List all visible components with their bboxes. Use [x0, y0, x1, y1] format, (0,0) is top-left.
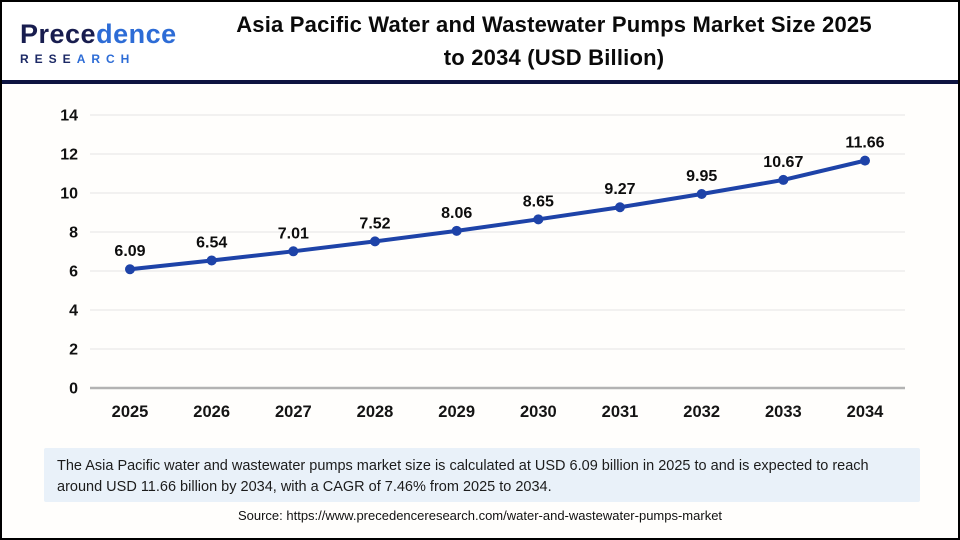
logo-wordmark-light: dence: [96, 18, 177, 49]
logo-wordmark-dark: Prece: [20, 18, 97, 49]
page-title: Asia Pacific Water and Wastewater Pumps …: [180, 8, 958, 74]
data-point: [451, 225, 462, 236]
header: Precedence RESEARCH Asia Pacific Water a…: [2, 2, 958, 80]
y-tick-label: 14: [60, 108, 78, 125]
trend-line: [128, 158, 867, 272]
page-title-line-1: Asia Pacific Water and Wastewater Pumps …: [236, 12, 872, 37]
x-tick-label: 2034: [847, 403, 885, 421]
data-point: [288, 246, 299, 257]
x-tick-label: 2025: [112, 403, 149, 421]
x-tick-label: 2031: [602, 403, 639, 421]
x-tick-label: 2026: [193, 403, 230, 421]
data-label: 8.06: [441, 205, 472, 222]
source-text: Source: https://www.precedenceresearch.c…: [237, 508, 723, 523]
market-size-line-chart: 0 2 4 6 8 10 12 14 6.09 2025 6.54 2026 7.01 2027 7.52 2…: [60, 108, 905, 421]
summary-text: The Asia Pacific water and wastewater pu…: [57, 458, 869, 496]
data-label: 11.66: [845, 135, 884, 152]
x-tick-label: 2032: [683, 403, 720, 421]
data-label: 9.95: [686, 168, 717, 185]
precedence-research-logo: Precedence RESEARCH: [2, 17, 180, 66]
data-point: [206, 255, 217, 266]
data-point: [778, 174, 789, 185]
logo-subtitle: RESEARCH: [20, 52, 180, 66]
y-tick-label: 0: [69, 381, 78, 398]
data-label: 10.67: [763, 154, 803, 171]
x-tick-label: 2027: [275, 403, 312, 421]
data-point: [370, 236, 380, 247]
data-point: [615, 202, 625, 213]
x-tick-label: 2033: [765, 403, 802, 421]
data-point: [860, 155, 870, 166]
data-point: [533, 214, 544, 225]
data-label: 7.52: [359, 215, 390, 232]
data-label: 7.01: [278, 225, 309, 242]
data-label: 6.09: [114, 243, 145, 260]
y-tick-label: 10: [60, 186, 78, 203]
x-tick-label: 2029: [438, 403, 475, 421]
y-tick-label: 6: [69, 264, 78, 281]
logo-wordmark: Precedence: [20, 18, 180, 49]
y-tick-label: 4: [69, 303, 78, 320]
header-divider: [2, 80, 958, 84]
chart-area: 0 2 4 6 8 10 12 14 6.09 2025 6.54 2026 7.01 2027 7.52 2…: [2, 86, 958, 434]
logo-subtitle-light: ARCH: [76, 51, 136, 66]
x-tick-label: 2028: [357, 403, 394, 421]
page-title-line-2: to 2034 (USD Billion): [443, 45, 665, 70]
data-point: [696, 188, 707, 199]
data-label: 9.27: [604, 181, 635, 198]
y-tick-label: 2: [69, 342, 78, 359]
data-label: 8.65: [523, 193, 554, 210]
logo-subtitle-dark: RESE: [20, 51, 77, 66]
y-tick-label: 8: [69, 225, 78, 242]
data-point: [125, 264, 135, 275]
data-label: 6.54: [196, 234, 227, 251]
y-tick-label: 12: [60, 147, 78, 164]
x-tick-label: 2030: [520, 403, 557, 421]
summary-box: The Asia Pacific water and wastewater pu…: [44, 448, 920, 502]
